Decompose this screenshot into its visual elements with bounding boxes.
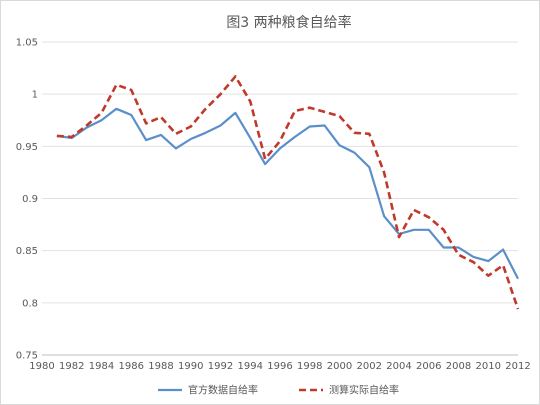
chart-title: 图3 两种粮食自给率 xyxy=(226,14,351,31)
legend-label-1: 官方数据自给率 xyxy=(188,384,258,397)
y-tick-label: 0.75 xyxy=(16,351,38,362)
series-lines xyxy=(56,75,520,310)
x-tick-label: 2002 xyxy=(357,361,382,372)
x-tick-label: 1980 xyxy=(29,361,54,372)
gridlines xyxy=(42,41,518,356)
y-tick-label: 0.8 xyxy=(22,298,38,309)
x-tick-label: 1990 xyxy=(178,361,203,372)
x-tick-label: 2012 xyxy=(505,361,530,372)
series-line-2 xyxy=(56,75,520,310)
y-tick-label: 0.85 xyxy=(16,246,38,257)
x-tick-label: 1996 xyxy=(267,361,292,372)
y-tick-label: 0.95 xyxy=(16,142,38,153)
x-tick-label: 1992 xyxy=(208,361,233,372)
y-tick-label: 1.05 xyxy=(16,38,38,49)
y-tick-label: 1 xyxy=(32,90,38,101)
x-tick-label: 1998 xyxy=(297,361,322,372)
x-tick-label: 1988 xyxy=(148,361,173,372)
x-tick-label: 2004 xyxy=(386,361,411,372)
x-axis-ticks: 1980 1982 1984 1986 1988 1990 1992 1994 1996 1998… xyxy=(29,361,530,372)
x-tick-label: 2006 xyxy=(416,361,441,372)
x-tick-label: 2000 xyxy=(327,361,352,372)
x-tick-label: 1986 xyxy=(119,361,144,372)
y-axis-ticks: 0.75 0.8 0.85 0.9 0.95 1 1.05 xyxy=(16,38,38,362)
legend-label-2: 测算实际自给率 xyxy=(329,384,399,397)
x-tick-label: 2008 xyxy=(446,361,471,372)
y-tick-label: 0.9 xyxy=(22,194,38,205)
x-tick-label: 1994 xyxy=(238,361,263,372)
legend: 官方数据自给率 测算实际自给率 xyxy=(158,384,399,397)
x-tick-label: 1984 xyxy=(89,361,114,372)
x-tick-label: 2010 xyxy=(476,361,501,372)
series-line-1 xyxy=(56,107,519,280)
x-tick-label: 1982 xyxy=(59,361,84,372)
